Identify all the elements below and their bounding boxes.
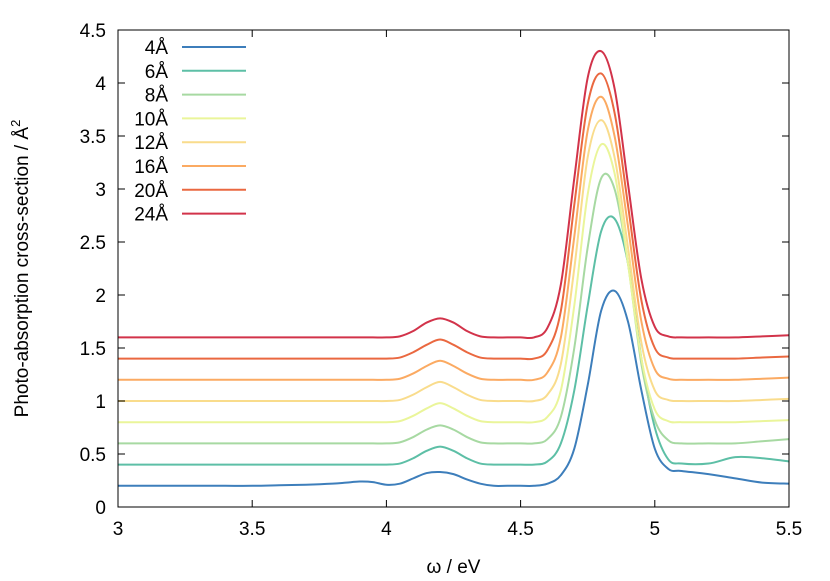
series-line-3 xyxy=(118,142,790,424)
legend-label-4: 12Å xyxy=(134,133,168,154)
legend-label-3: 10Å xyxy=(134,109,168,130)
series-line-4 xyxy=(118,119,790,403)
series-line-6 xyxy=(118,72,790,361)
x-tick-label: 4.5 xyxy=(507,519,533,540)
y-tick-label: 2 xyxy=(95,286,106,307)
legend-label-6: 20Å xyxy=(134,181,168,202)
x-tick-label: 4 xyxy=(381,519,392,540)
y-tick-label: 3.5 xyxy=(80,127,106,148)
y-tick-label: 4.5 xyxy=(80,21,106,42)
y-tick-label: 1.5 xyxy=(80,339,106,360)
series-line-7 xyxy=(118,49,790,340)
x-axis-label: ω / eV xyxy=(427,557,481,578)
legend-label-0: 4Å xyxy=(145,38,169,59)
y-tick-label: 3 xyxy=(95,180,106,201)
y-axis-label-superscript: 2 xyxy=(8,120,23,127)
plot-frame xyxy=(117,29,790,508)
legend-label-5: 16Å xyxy=(134,157,168,178)
x-tick-label: 5.5 xyxy=(776,519,802,540)
y-ticks: 0 0.5 1 1.5 2 2.5 3 3.5 4 4.5 xyxy=(80,21,789,519)
legend-label-7: 24Å xyxy=(134,205,168,226)
x-tick-label: 3.5 xyxy=(239,519,265,540)
y-tick-label: 0 xyxy=(95,498,106,519)
y-tick-label: 2.5 xyxy=(80,233,106,254)
y-tick-label: 1 xyxy=(95,392,106,413)
y-axis-label-text: Photo-absorption cross-section / Å xyxy=(12,127,33,418)
series-line-5 xyxy=(117,95,790,382)
y-axis-label: Photo-absorption cross-section / Å2 xyxy=(8,120,33,418)
series-line-0 xyxy=(118,289,790,487)
x-tick-label: 5 xyxy=(650,519,661,540)
series-line-2 xyxy=(117,172,790,445)
x-tick-label: 3 xyxy=(113,519,124,540)
series-line-1 xyxy=(117,215,790,466)
series-group xyxy=(117,49,790,487)
x-ticks: 3 3.5 4 4.5 5 5.5 xyxy=(113,30,802,540)
y-tick-label: 4 xyxy=(95,74,106,95)
legend-label-1: 6Å xyxy=(145,62,169,83)
y-tick-label: 0.5 xyxy=(80,445,106,466)
legend-label-2: 8Å xyxy=(145,86,169,107)
